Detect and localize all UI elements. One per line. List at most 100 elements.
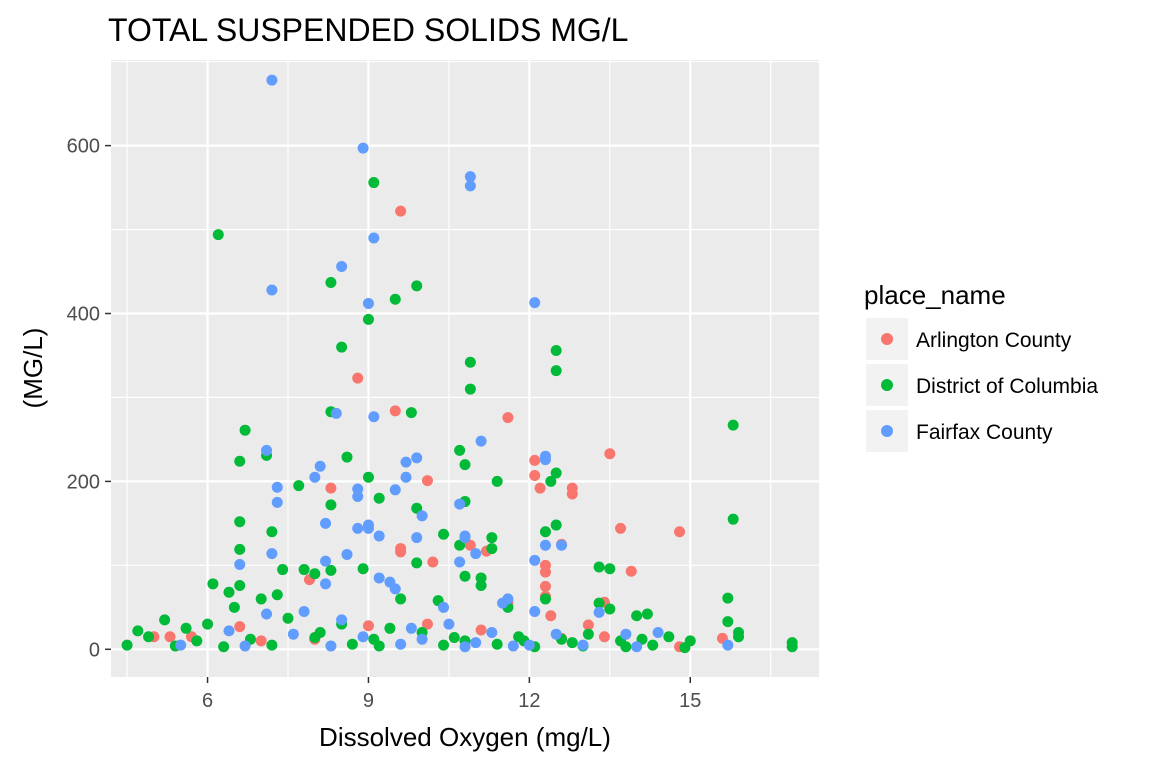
data-point [539, 454, 551, 466]
data-point [373, 492, 385, 504]
data-point [663, 631, 675, 643]
data-point [550, 467, 562, 479]
data-point [352, 483, 364, 495]
data-point [336, 261, 348, 273]
data-point [362, 297, 374, 309]
data-point [679, 642, 691, 654]
data-point [539, 566, 551, 578]
data-point [234, 543, 246, 555]
data-point [598, 631, 610, 643]
data-point [159, 614, 171, 626]
data-point [545, 475, 557, 487]
data-point [722, 592, 734, 604]
data-point [454, 556, 466, 568]
data-point [727, 513, 739, 525]
data-point [255, 635, 267, 647]
data-point [373, 530, 385, 542]
data-point [411, 452, 423, 464]
data-point [320, 517, 332, 529]
x-axis-title: Dissolved Oxygen (mg/L) [319, 722, 611, 752]
data-point [336, 614, 348, 626]
data-point [545, 610, 557, 622]
data-point [475, 624, 487, 636]
data-point [529, 297, 541, 309]
legend-label: Arlington County [916, 329, 1072, 352]
data-point [309, 568, 321, 580]
data-point [346, 638, 358, 650]
x-tick-label: 12 [518, 690, 540, 712]
data-point [647, 639, 659, 651]
data-point [175, 639, 187, 651]
data-point [405, 622, 417, 634]
data-point [357, 631, 369, 643]
data-point [298, 606, 310, 618]
data-point [287, 628, 299, 640]
data-point [416, 510, 428, 522]
y-tick-label: 400 [67, 304, 100, 326]
data-point [652, 627, 664, 639]
data-point [228, 601, 240, 613]
data-point [529, 470, 541, 482]
x-tick-label: 6 [202, 690, 213, 712]
data-point [309, 632, 321, 644]
data-point [309, 471, 321, 483]
y-axis-title: (MG/L) [18, 328, 48, 409]
data-point [255, 593, 267, 605]
data-point [438, 601, 450, 613]
data-point [362, 620, 374, 632]
data-point [443, 618, 455, 630]
data-point [395, 593, 407, 605]
data-point [454, 498, 466, 510]
data-point [234, 455, 246, 467]
data-point [550, 344, 562, 356]
data-point [320, 578, 332, 590]
data-point [464, 383, 476, 395]
data-point [475, 579, 487, 591]
data-point [261, 444, 273, 456]
legend-swatch [881, 333, 893, 345]
data-point [502, 412, 514, 424]
data-point [631, 641, 643, 653]
data-point [389, 405, 401, 417]
data-point [448, 632, 460, 644]
x-tick-label: 15 [679, 690, 701, 712]
data-point [202, 618, 214, 630]
data-point [556, 539, 568, 551]
data-point [550, 519, 562, 531]
x-axis: 6 9 12 15 [202, 677, 701, 712]
data-point [234, 559, 246, 571]
data-point [368, 411, 380, 423]
data-point [282, 612, 294, 624]
data-point [362, 313, 374, 325]
data-point [411, 557, 423, 569]
data-point [539, 539, 551, 551]
legend-title: place_name [864, 280, 1006, 310]
data-point [336, 341, 348, 353]
data-point [325, 640, 337, 652]
data-point [722, 639, 734, 651]
data-point [277, 564, 289, 576]
data-point [486, 543, 498, 555]
data-point [464, 171, 476, 183]
data-point [234, 516, 246, 528]
data-point [373, 572, 385, 584]
data-point [223, 625, 235, 637]
data-point [352, 372, 364, 384]
data-point [357, 142, 369, 154]
data-point [727, 419, 739, 431]
data-point [539, 593, 551, 605]
data-point [411, 532, 423, 544]
data-point [261, 608, 273, 620]
data-point [325, 499, 337, 511]
data-point [132, 625, 144, 637]
y-tick-label: 0 [89, 639, 100, 661]
data-point [239, 424, 251, 436]
data-point [266, 74, 278, 86]
data-point [207, 578, 219, 590]
data-point [582, 628, 594, 640]
data-point [421, 475, 433, 487]
data-point [266, 548, 278, 560]
data-point [604, 563, 616, 575]
data-point [368, 177, 380, 189]
